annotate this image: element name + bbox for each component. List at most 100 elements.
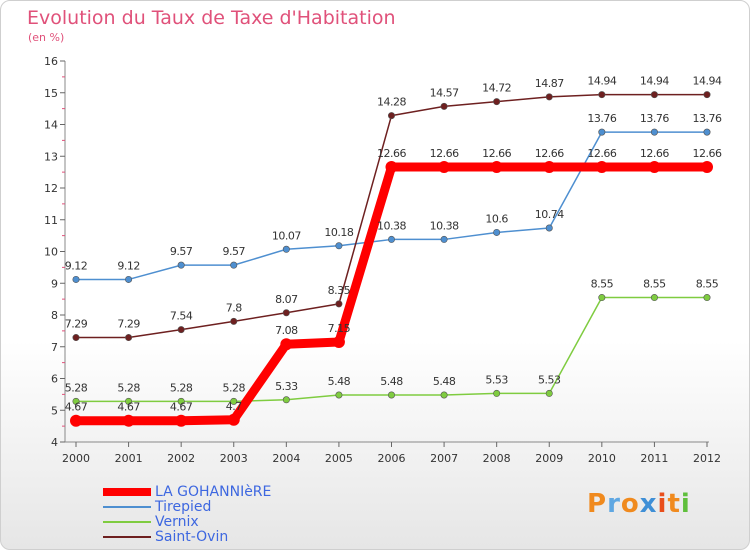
y-tick-label: 11 <box>44 214 58 227</box>
x-tick-label: 2010 <box>588 452 616 465</box>
data-label: 10.6 <box>485 212 508 225</box>
data-point <box>703 128 711 136</box>
logo-letter: r <box>607 489 621 519</box>
data-point <box>387 391 395 399</box>
data-point <box>385 161 398 174</box>
data-point <box>598 128 606 136</box>
x-tick-label: 2001 <box>115 452 143 465</box>
x-tick-label: 2007 <box>430 452 458 465</box>
logo-letter: t <box>667 489 681 519</box>
data-point <box>335 391 343 399</box>
data-label: 12.66 <box>693 147 722 160</box>
legend-swatch <box>103 536 151 538</box>
data-label: 9.12 <box>117 259 140 272</box>
data-point <box>230 261 238 269</box>
legend-label: Saint-Ovin <box>155 529 229 545</box>
data-point <box>177 326 185 334</box>
data-label: 5.53 <box>485 373 508 386</box>
y-tick-label: 4 <box>51 436 58 449</box>
data-point <box>335 242 343 250</box>
legend-label: Tirepied <box>155 499 212 515</box>
logo-letter: i <box>657 489 668 519</box>
data-label: 7.15 <box>328 322 351 335</box>
x-tick-label: 2011 <box>640 452 668 465</box>
data-point <box>282 245 290 253</box>
data-label: 14.57 <box>430 86 459 99</box>
data-point <box>701 161 713 174</box>
y-tick-label: 7 <box>51 341 58 354</box>
data-label: 9.57 <box>170 245 193 258</box>
data-label: 7.8 <box>226 301 242 314</box>
legend-label: Vernix <box>155 514 199 530</box>
data-label: 7.29 <box>117 318 140 331</box>
data-label: 14.94 <box>693 75 722 88</box>
data-label: 5.48 <box>433 375 456 388</box>
x-tick-label: 2000 <box>62 452 90 465</box>
x-tick-label: 2008 <box>483 452 511 465</box>
data-label: 5.53 <box>538 373 561 386</box>
legend-swatch <box>103 488 151 496</box>
data-label: 12.66 <box>482 147 511 160</box>
data-point <box>227 413 240 426</box>
data-label: 4.67 <box>170 401 193 414</box>
data-point <box>545 389 553 397</box>
data-point <box>543 161 556 174</box>
data-label: 10.18 <box>324 226 353 239</box>
x-tick-label: 2012 <box>693 452 721 465</box>
proxiti-logo: Proxiti <box>587 489 691 519</box>
data-point <box>335 300 343 308</box>
data-point <box>387 112 395 120</box>
data-point <box>280 338 293 351</box>
data-point <box>598 91 606 99</box>
data-label: 14.72 <box>482 82 511 95</box>
data-point <box>72 334 80 342</box>
y-tick-label: 5 <box>51 404 58 417</box>
data-point <box>175 414 188 427</box>
data-label: 5.28 <box>223 381 246 394</box>
data-label: 12.66 <box>377 147 406 160</box>
data-point <box>230 397 238 405</box>
data-point <box>282 309 290 317</box>
data-point <box>703 294 711 302</box>
data-point <box>125 397 133 405</box>
data-label: 10.07 <box>272 229 301 242</box>
data-point <box>122 414 135 427</box>
data-label: 14.94 <box>640 75 669 88</box>
data-label: 12.66 <box>535 147 564 160</box>
chart-title: Evolution du Taux de Taxe d'Habitation <box>27 7 396 29</box>
data-point <box>493 389 501 397</box>
data-label: 7.54 <box>170 310 193 323</box>
data-label: 14.87 <box>535 77 564 90</box>
x-tick-label: 2009 <box>535 452 563 465</box>
y-tick-label: 6 <box>51 373 58 386</box>
data-label: 5.48 <box>380 375 403 388</box>
data-label: 12.66 <box>640 147 669 160</box>
data-label: 8.55 <box>643 278 666 291</box>
data-label: 14.94 <box>587 75 616 88</box>
data-label: 5.28 <box>170 381 193 394</box>
data-point <box>703 91 711 99</box>
data-label: 5.33 <box>275 380 298 393</box>
data-label: 12.66 <box>430 147 459 160</box>
logo-letter: x <box>639 489 658 519</box>
data-point <box>387 235 395 243</box>
y-tick-label: 10 <box>44 246 58 259</box>
legend-swatch <box>103 506 151 508</box>
data-point <box>545 93 553 101</box>
data-label: 10.74 <box>535 208 564 221</box>
data-label: 5.48 <box>328 375 351 388</box>
x-tick-label: 2003 <box>220 452 248 465</box>
data-label: 13.76 <box>587 112 616 125</box>
data-label: 5.28 <box>117 381 140 394</box>
data-point <box>648 161 661 174</box>
data-point <box>490 161 503 174</box>
data-point <box>70 414 82 427</box>
data-point <box>438 161 451 174</box>
x-tick-label: 2002 <box>167 452 195 465</box>
data-point <box>440 102 448 110</box>
data-point <box>72 397 80 405</box>
data-point <box>650 128 658 136</box>
logo-letter: i <box>680 489 691 519</box>
